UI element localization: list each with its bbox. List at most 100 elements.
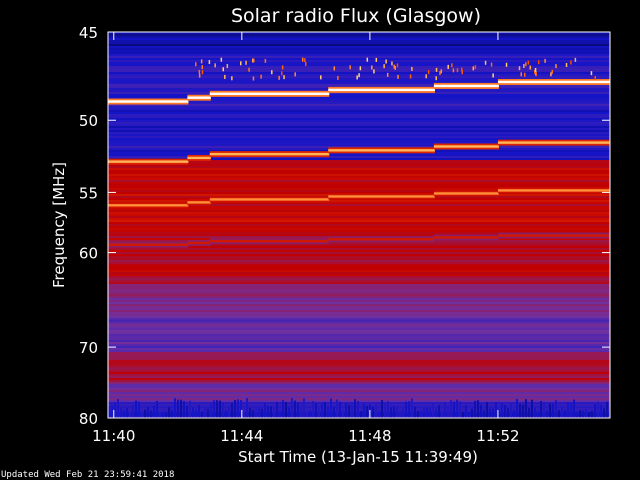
spectrum-row	[108, 128, 610, 130]
spectrum-row	[108, 272, 610, 274]
interference-streak	[243, 411, 245, 418]
interference-streak	[417, 410, 419, 418]
interference-streak	[468, 411, 470, 418]
spectrum-row	[108, 332, 610, 334]
interference-streak	[546, 410, 548, 418]
interference-streak	[168, 407, 170, 418]
spectrum-row	[108, 264, 610, 266]
interference-streak	[552, 403, 554, 418]
spectrum-row	[108, 330, 610, 332]
interference-streak	[582, 410, 584, 418]
spectrum-row	[108, 362, 610, 364]
updated-timestamp: Updated Wed Feb 21 23:59:41 2018	[1, 470, 174, 480]
interference-streak	[486, 402, 488, 418]
interference-streak	[195, 409, 197, 418]
interference-streak	[339, 401, 341, 418]
spectrum-row	[108, 122, 610, 124]
interference-streak	[150, 410, 152, 418]
x-tick-label: 11:52	[476, 427, 519, 445]
noise-speckle	[574, 57, 577, 62]
interference-streak	[495, 402, 497, 418]
noise-speckle	[524, 72, 526, 77]
interference-streak	[594, 403, 596, 418]
spectrum-row	[108, 256, 610, 258]
spectrum-row	[108, 52, 610, 54]
noise-speckle	[226, 64, 229, 69]
interference-streak	[147, 406, 149, 418]
interference-streak	[183, 401, 185, 418]
spectrum-row	[108, 314, 610, 316]
spectrum-row	[108, 318, 610, 320]
interference-streak	[240, 400, 242, 418]
interference-streak	[420, 410, 422, 418]
spectrum-row	[108, 290, 610, 292]
interference-streak	[441, 411, 443, 418]
spectrum-row	[108, 352, 610, 354]
noise-speckle	[590, 71, 593, 76]
interference-streak	[480, 404, 482, 418]
spectrum-row	[108, 84, 610, 86]
noise-speckle	[198, 69, 201, 74]
noise-speckle	[264, 58, 267, 63]
noise-speckle	[201, 70, 204, 75]
spectrum-row	[108, 292, 610, 294]
spectrum-row	[108, 296, 610, 298]
interference-streak	[504, 405, 506, 418]
emission-line	[433, 145, 499, 148]
interference-streak	[135, 400, 137, 418]
interference-streak	[540, 401, 542, 418]
spectrum-row	[108, 118, 610, 120]
spectrum-row	[108, 156, 610, 158]
interference-streak	[273, 408, 275, 418]
spectrum-row	[108, 208, 610, 210]
noise-speckle	[208, 60, 211, 65]
spectrum-row	[108, 154, 610, 156]
interference-streak	[462, 411, 464, 418]
spectrum-row	[108, 66, 610, 68]
spectrum-row	[108, 258, 610, 260]
spectrum-row	[108, 262, 610, 264]
noise-speckle	[371, 65, 373, 70]
noise-speckle	[359, 66, 362, 71]
spectrum-row	[108, 340, 610, 342]
noise-speckle	[394, 65, 396, 70]
spectrum-row	[108, 92, 610, 94]
emission-line	[433, 236, 499, 239]
noise-speckle	[523, 63, 525, 68]
interference-streak	[180, 399, 182, 418]
spectrum-row	[108, 324, 610, 326]
interference-streak	[345, 403, 347, 418]
interference-streak	[258, 407, 260, 418]
spectrum-row	[108, 224, 610, 226]
interference-streak	[561, 407, 563, 418]
noise-speckle	[435, 76, 437, 81]
noise-speckle	[195, 62, 197, 67]
noise-speckle	[439, 71, 441, 76]
interference-streak	[177, 399, 179, 418]
interference-streak	[558, 410, 560, 418]
spectrum-row	[108, 136, 610, 138]
interference-streak	[537, 411, 539, 418]
interference-streak	[159, 411, 161, 418]
emission-line	[209, 198, 330, 201]
emission-line	[433, 84, 499, 88]
noise-speckle	[248, 67, 250, 72]
spectrum-row	[108, 266, 610, 268]
y-tick-label: 70	[79, 339, 98, 357]
interference-streak	[129, 411, 131, 418]
interference-streak	[453, 401, 455, 418]
spectrum-row	[108, 274, 610, 276]
noise-speckle	[393, 64, 395, 69]
spectrum-row	[108, 56, 610, 58]
spectrum-row	[108, 336, 610, 338]
spectrum-row	[108, 192, 610, 194]
interference-streak	[396, 406, 398, 418]
noise-speckle	[435, 67, 438, 72]
spectrum-row	[108, 166, 610, 168]
x-tick-label: 11:44	[220, 427, 263, 445]
spectrum-row	[108, 252, 610, 254]
y-tick-label: 60	[79, 245, 98, 263]
spectrum-row	[108, 282, 610, 284]
interference-streak	[114, 402, 116, 418]
spectrum-row	[108, 254, 610, 256]
